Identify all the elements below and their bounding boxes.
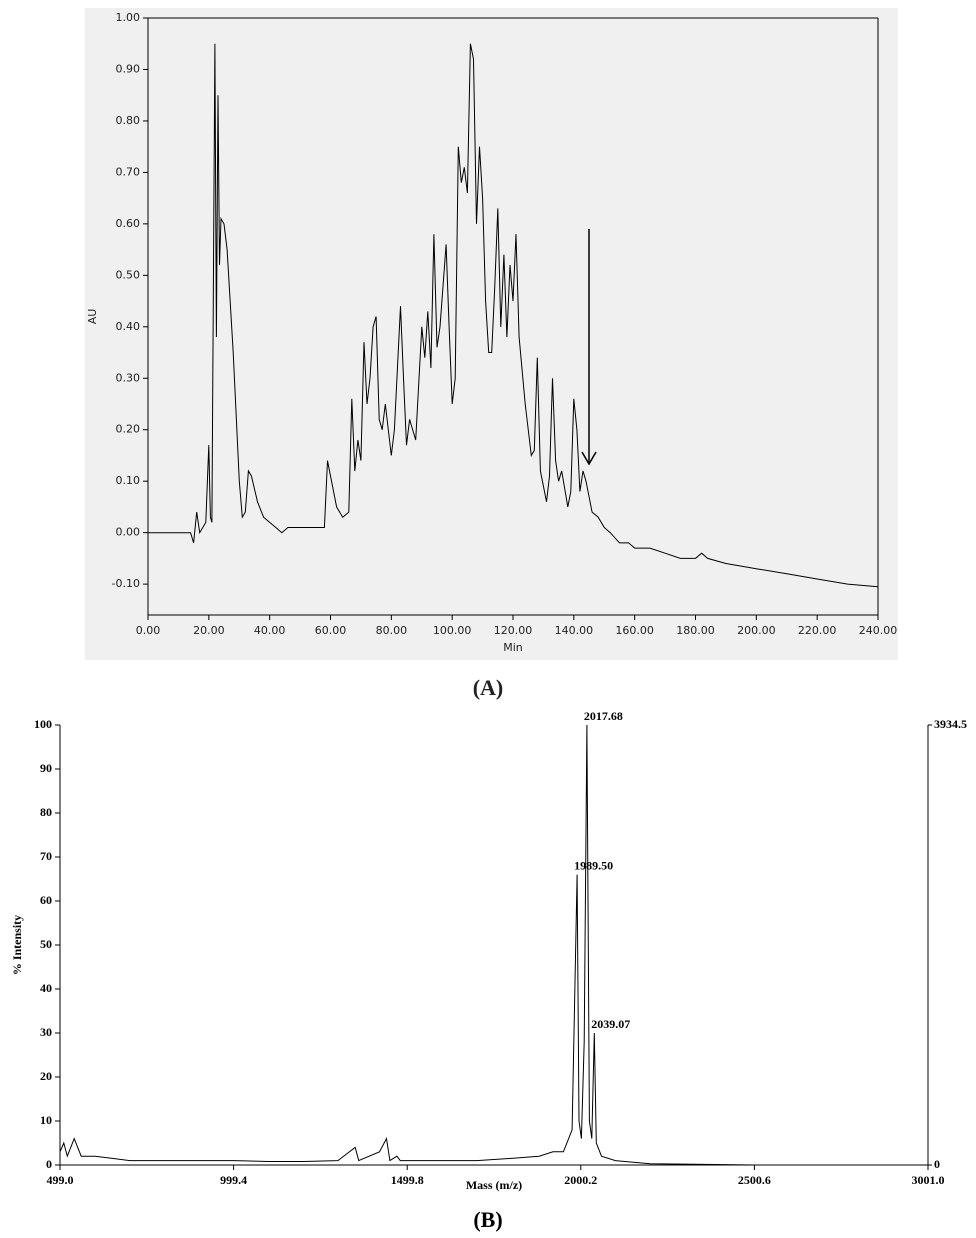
chart-a: -0.10 0.00 0.10 0.20 0.30 0.40 0.50 0.60 0.70 0.8…: [85, 8, 898, 700]
y2-tick-label: 0: [934, 1157, 940, 1171]
y-tick-label: 0.70: [116, 165, 141, 178]
y-tick-label: 0.00: [116, 526, 141, 539]
chart-b: 0 10 20 30 40 50 60 70 80 90 100 499.0 999.4 1499.8 20…: [10, 709, 967, 1232]
y-tick-label: 60: [40, 893, 52, 907]
x-tick-label: 1499.8: [391, 1173, 424, 1187]
arrow-head: [581, 451, 597, 466]
peak-label: 2039.07: [591, 1017, 630, 1031]
x-tick-label: 40.00: [254, 624, 286, 637]
y-tick-label: 0.80: [116, 114, 141, 127]
x-tick-label: 20.00: [193, 624, 225, 637]
x-tick-label: 220.00: [798, 624, 837, 637]
x-tick-label: 80.00: [376, 624, 408, 637]
peak-label: 2017.68: [584, 709, 623, 723]
chart-title: (B): [473, 1207, 502, 1232]
line: [148, 43, 879, 588]
y-tick-label: 0.50: [116, 268, 141, 281]
y-tick-label: 0.30: [116, 371, 141, 384]
y-tick-label: 0: [46, 1157, 52, 1171]
chart-title: (A): [473, 675, 504, 700]
y2-tick-label: 3934.5: [934, 717, 967, 731]
x-tick-label: 2500.6: [738, 1173, 771, 1187]
x-tick-label: 200.00: [737, 624, 776, 637]
x-axis-label: Min: [503, 641, 523, 654]
x-axis-label: Mass (m/z): [466, 1178, 522, 1192]
x-tick-label: 160.00: [615, 624, 654, 637]
x-tick-label: 999.4: [220, 1173, 247, 1187]
y-tick-label: 0.90: [116, 62, 141, 75]
y-tick-label: -0.10: [112, 577, 140, 590]
x-tick-label: 120.00: [494, 624, 533, 637]
y-tick-label: 50: [40, 937, 52, 951]
y-tick-label: 70: [40, 849, 52, 863]
line: [59, 724, 928, 1166]
x-tick-label: 3001.0: [912, 1173, 945, 1187]
y-axis-label: % Intensity: [10, 915, 24, 975]
y-tick-label: 80: [40, 805, 52, 819]
y-tick-label: 0.10: [116, 474, 141, 487]
x-tick-label: 240.00: [859, 624, 898, 637]
y-tick-label: 90: [40, 761, 52, 775]
x-tick-label: 140.00: [555, 624, 594, 637]
x-tick-label: 2000.2: [564, 1173, 597, 1187]
y-tick-label: 1.00: [116, 11, 141, 24]
x-tick-label: 0.00: [136, 624, 161, 637]
y-axis-label: AU: [86, 309, 99, 325]
x-tick-label: 100.00: [433, 624, 472, 637]
y-tick-label: 0.40: [116, 320, 141, 333]
y-tick-label: 10: [40, 1113, 52, 1127]
y-tick-label: 40: [40, 981, 52, 995]
y-tick-label: 0.20: [116, 423, 141, 436]
y-tick-label: 20: [40, 1069, 52, 1083]
x-tick-label: 60.00: [315, 624, 347, 637]
x-tick-label: 499.0: [47, 1173, 74, 1187]
y-tick-label: 30: [40, 1025, 52, 1039]
peak-label: 1989.50: [574, 858, 613, 872]
y-tick-label: 100: [34, 717, 52, 731]
y-tick-label: 0.60: [116, 217, 141, 230]
x-tick-label: 180.00: [676, 624, 715, 637]
plot-background: [85, 8, 898, 660]
